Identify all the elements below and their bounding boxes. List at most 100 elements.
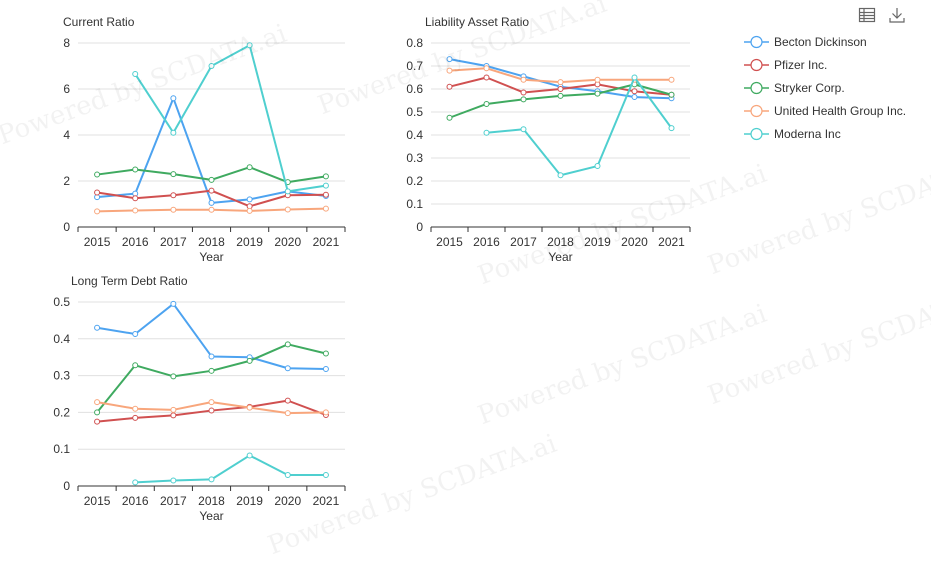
- data-point[interactable]: [520, 96, 527, 103]
- y-tick-label: 6: [63, 82, 70, 96]
- legend-item[interactable]: Stryker Corp.: [744, 76, 906, 99]
- data-point[interactable]: [170, 300, 177, 307]
- data-point[interactable]: [132, 331, 139, 338]
- chart-0: Current Ratio 0 2 4 6 8 2015 2016 2017 2018 2019 20…: [63, 15, 346, 264]
- data-point[interactable]: [446, 83, 453, 90]
- data-point[interactable]: [132, 479, 139, 486]
- data-point[interactable]: [208, 367, 215, 374]
- legend-item[interactable]: United Health Group Inc.: [744, 99, 906, 122]
- data-point[interactable]: [208, 199, 215, 206]
- data-point[interactable]: [246, 357, 253, 364]
- data-point[interactable]: [170, 412, 177, 419]
- y-tick-label: 0: [63, 479, 70, 493]
- data-point[interactable]: [208, 63, 215, 69]
- data-point[interactable]: [94, 324, 101, 331]
- data-point[interactable]: [170, 373, 177, 380]
- download-icon[interactable]: [888, 6, 906, 24]
- data-point[interactable]: [322, 409, 329, 416]
- data-point[interactable]: [322, 350, 329, 357]
- data-point[interactable]: [246, 164, 253, 171]
- data-point[interactable]: [208, 399, 215, 406]
- data-point[interactable]: [668, 125, 675, 132]
- x-axis-title: Year: [548, 250, 572, 264]
- data-point[interactable]: [668, 76, 675, 83]
- data-point[interactable]: [208, 206, 215, 213]
- data-point[interactable]: [132, 207, 139, 214]
- data-point[interactable]: [557, 86, 564, 92]
- data-point[interactable]: [594, 90, 601, 97]
- data-point[interactable]: [208, 407, 215, 414]
- data-point[interactable]: [170, 477, 177, 484]
- data-point[interactable]: [246, 42, 253, 49]
- data-point[interactable]: [208, 353, 215, 360]
- data-point[interactable]: [631, 88, 638, 95]
- data-point[interactable]: [631, 74, 638, 81]
- legend-item[interactable]: Moderna Inc: [744, 122, 906, 145]
- data-point[interactable]: [631, 94, 638, 101]
- data-point[interactable]: [322, 205, 329, 212]
- data-point[interactable]: [446, 114, 453, 121]
- data-point[interactable]: [132, 405, 139, 412]
- data-point[interactable]: [557, 92, 564, 99]
- data-point[interactable]: [284, 206, 291, 213]
- data-point[interactable]: [520, 76, 527, 83]
- data-view-icon[interactable]: [858, 6, 876, 24]
- data-point[interactable]: [94, 399, 101, 406]
- data-point[interactable]: [520, 89, 527, 96]
- data-point[interactable]: [284, 341, 291, 348]
- data-point[interactable]: [557, 79, 564, 86]
- legend-item[interactable]: Pfizer Inc.: [744, 53, 906, 76]
- data-point[interactable]: [208, 176, 215, 183]
- data-point[interactable]: [446, 56, 453, 63]
- data-point[interactable]: [284, 471, 291, 478]
- data-point[interactable]: [132, 362, 139, 369]
- data-point[interactable]: [246, 404, 253, 411]
- data-point[interactable]: [170, 192, 177, 199]
- legend-swatch-icon: [744, 104, 769, 117]
- data-point[interactable]: [483, 100, 490, 107]
- data-point[interactable]: [322, 173, 329, 180]
- data-point[interactable]: [483, 74, 490, 81]
- data-point[interactable]: [170, 129, 177, 136]
- data-point[interactable]: [94, 409, 101, 416]
- data-point[interactable]: [322, 191, 329, 198]
- data-point[interactable]: [170, 406, 177, 413]
- data-point[interactable]: [132, 166, 139, 173]
- data-point[interactable]: [246, 196, 253, 203]
- x-tick-label: 2016: [122, 235, 149, 249]
- data-point[interactable]: [208, 476, 215, 483]
- data-point[interactable]: [483, 129, 490, 136]
- data-point[interactable]: [284, 397, 291, 404]
- data-point[interactable]: [94, 171, 101, 178]
- data-point[interactable]: [132, 71, 139, 78]
- data-point[interactable]: [446, 67, 453, 74]
- data-point[interactable]: [322, 182, 329, 189]
- data-point[interactable]: [284, 188, 291, 195]
- x-tick-label: 2017: [510, 235, 537, 249]
- data-point[interactable]: [557, 172, 564, 179]
- data-point[interactable]: [208, 187, 215, 194]
- data-point[interactable]: [94, 208, 101, 215]
- data-point[interactable]: [322, 471, 329, 478]
- data-point[interactable]: [322, 365, 329, 372]
- data-point[interactable]: [668, 91, 675, 98]
- data-point[interactable]: [284, 365, 291, 372]
- data-point[interactable]: [483, 65, 490, 72]
- data-point[interactable]: [284, 410, 291, 417]
- data-point[interactable]: [170, 95, 177, 102]
- data-point[interactable]: [94, 418, 101, 425]
- x-tick-label: 2018: [198, 235, 225, 249]
- data-point[interactable]: [170, 171, 177, 178]
- data-point[interactable]: [170, 206, 177, 213]
- data-point[interactable]: [520, 126, 527, 133]
- data-point[interactable]: [132, 414, 139, 421]
- data-point[interactable]: [246, 207, 253, 214]
- data-point[interactable]: [594, 76, 601, 83]
- x-tick-label: 2017: [160, 494, 187, 508]
- data-point[interactable]: [94, 189, 101, 196]
- data-point[interactable]: [132, 195, 139, 202]
- series-stryker-corp-: [94, 341, 329, 416]
- data-point[interactable]: [594, 163, 601, 170]
- legend-item[interactable]: Becton Dickinson: [744, 30, 906, 53]
- data-point[interactable]: [246, 452, 253, 459]
